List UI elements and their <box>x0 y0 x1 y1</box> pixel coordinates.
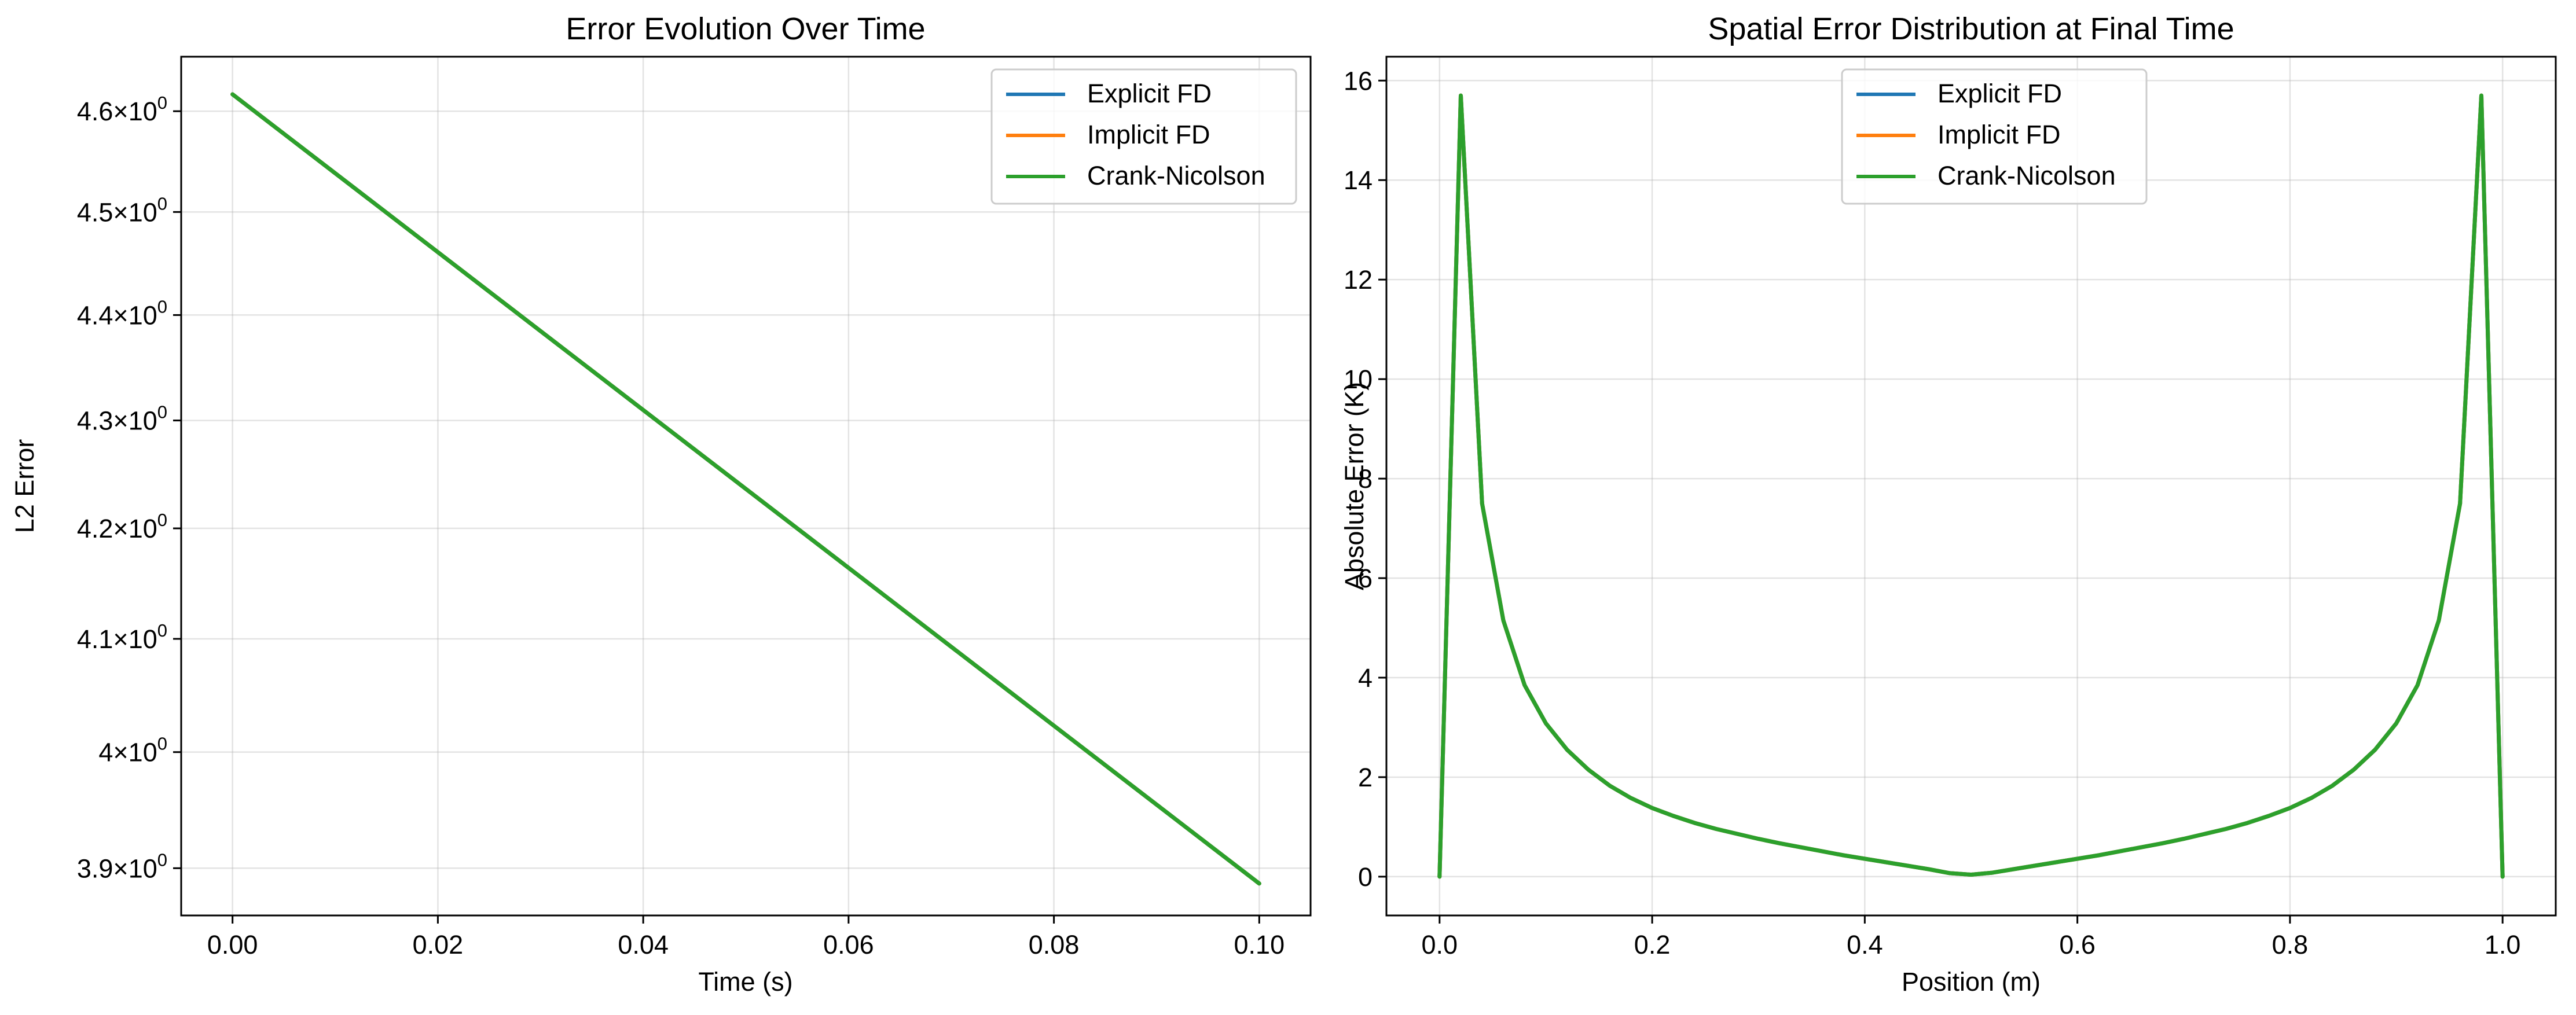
y-tick-label: 4.4×100 <box>77 296 167 330</box>
x-tick-label: 1.0 <box>2485 930 2521 959</box>
legend: Explicit FD Implicit FD Crank-Nicolson <box>1841 68 2148 205</box>
y-tick-label: 0 <box>1358 862 1373 892</box>
series-group <box>1437 93 2505 879</box>
legend-label-crank-nicolson: Crank-Nicolson <box>1937 161 2116 190</box>
legend-label-explicit-fd: Explicit FD <box>1937 79 2062 108</box>
y-axis-label: L2 Error <box>10 439 39 534</box>
x-tick-label: 0.4 <box>1847 930 1883 959</box>
y-tick-label: 4.5×100 <box>77 193 167 227</box>
y-tick-label: 10 <box>1344 365 1373 394</box>
y-tick-label: 14 <box>1344 166 1373 195</box>
x-axis-label: Position (m) <box>1902 967 2041 996</box>
series-line-crank-nicolson <box>1437 93 2505 879</box>
x-tick-label: 0.08 <box>1029 930 1080 959</box>
grid <box>181 57 1311 915</box>
y-tick-label: 4.3×100 <box>77 402 167 436</box>
x-axis-label: Time (s) <box>698 967 792 996</box>
legend-box <box>990 68 1297 205</box>
chart-title: Error Evolution Over Time <box>566 12 925 46</box>
y-tick-label: 6 <box>1358 564 1373 593</box>
plot-frame <box>1385 56 2557 917</box>
y-tick-label: 4.6×100 <box>77 93 167 126</box>
chart-panel-spatial-error: 0.0 0.2 0.4 0.6 0.8 1.0 0 2 4 6 8 10 12 14 16 Spatial … <box>1340 12 2557 996</box>
series-line-crank-nicolson <box>230 92 1261 886</box>
y-tick-label: 4×100 <box>98 734 167 767</box>
x-tick-label: 0.0 <box>1422 930 1458 959</box>
legend-label-crank-nicolson: Crank-Nicolson <box>1087 161 1265 190</box>
y-tick-label: 4.1×100 <box>77 620 167 654</box>
plot-frame <box>180 56 1312 917</box>
y-tick-label: 8 <box>1358 464 1373 494</box>
x-tick-label: 0.04 <box>618 930 669 959</box>
legend-label-implicit-fd: Implicit FD <box>1937 120 2061 149</box>
legend-box <box>1841 68 2148 205</box>
x-tick-label: 0.6 <box>2059 930 2096 959</box>
x-tick-label: 0.02 <box>413 930 464 959</box>
y-tick-label: 16 <box>1344 66 1373 95</box>
x-tick-label: 0.06 <box>823 930 874 959</box>
y-tick-label: 12 <box>1344 265 1373 295</box>
y-tick-label: 2 <box>1358 763 1373 792</box>
axis-ticks: 0.00 0.02 0.04 0.06 0.08 0.10 3.9×100 4×100 4.1×… <box>77 93 1285 959</box>
x-tick-label: 0.8 <box>2272 930 2309 959</box>
y-tick-label: 3.9×100 <box>77 849 167 883</box>
chart-panel-error-evolution: 0.00 0.02 0.04 0.06 0.08 0.10 3.9×100 4×100 4.1×… <box>10 12 1312 996</box>
legend-label-explicit-fd: Explicit FD <box>1087 79 1212 108</box>
y-tick-label: 4 <box>1358 663 1373 693</box>
x-tick-label: 0.00 <box>207 930 258 959</box>
x-tick-label: 0.10 <box>1234 930 1285 959</box>
legend-label-implicit-fd: Implicit FD <box>1087 120 1210 149</box>
y-axis-label: Absolute Error (K) <box>1340 382 1369 590</box>
x-tick-label: 0.2 <box>1634 930 1671 959</box>
legend: Explicit FD Implicit FD Crank-Nicolson <box>990 68 1297 205</box>
chart-title: Spatial Error Distribution at Final Time <box>1708 12 2234 46</box>
series-group <box>230 92 1261 886</box>
y-tick-label: 4.2×100 <box>77 510 167 543</box>
axis-ticks: 0.0 0.2 0.4 0.6 0.8 1.0 0 2 4 6 8 10 12 14 16 <box>1344 66 2521 959</box>
